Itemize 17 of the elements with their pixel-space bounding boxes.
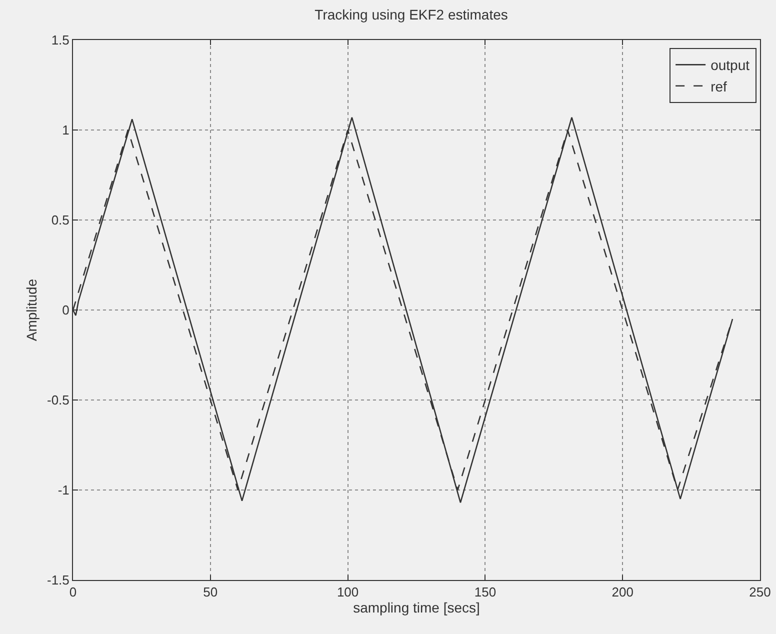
y-tick-label: 0: [62, 302, 70, 318]
chart-title: Tracking using EKF2 estimates: [314, 6, 508, 22]
legend-label: ref: [710, 78, 728, 94]
y-axis-title: Amplitude: [24, 278, 40, 342]
y-tick-label: 1.5: [51, 32, 70, 48]
x-axis-title: sampling time [secs]: [353, 600, 480, 616]
y-tick-label: -0.5: [46, 392, 70, 408]
x-tick-label: 100: [336, 584, 359, 600]
x-tick-label: 200: [612, 584, 634, 600]
x-tick-label: 50: [203, 584, 218, 600]
y-tick-label: -1: [58, 482, 70, 498]
y-tick-label: 1: [62, 122, 70, 138]
x-tick-label: 250: [749, 584, 771, 600]
y-tick-label: -1.5: [46, 572, 70, 588]
legend-label: output: [710, 57, 750, 74]
x-tick-label: 150: [474, 584, 496, 600]
y-tick-label: 0.5: [51, 212, 70, 228]
